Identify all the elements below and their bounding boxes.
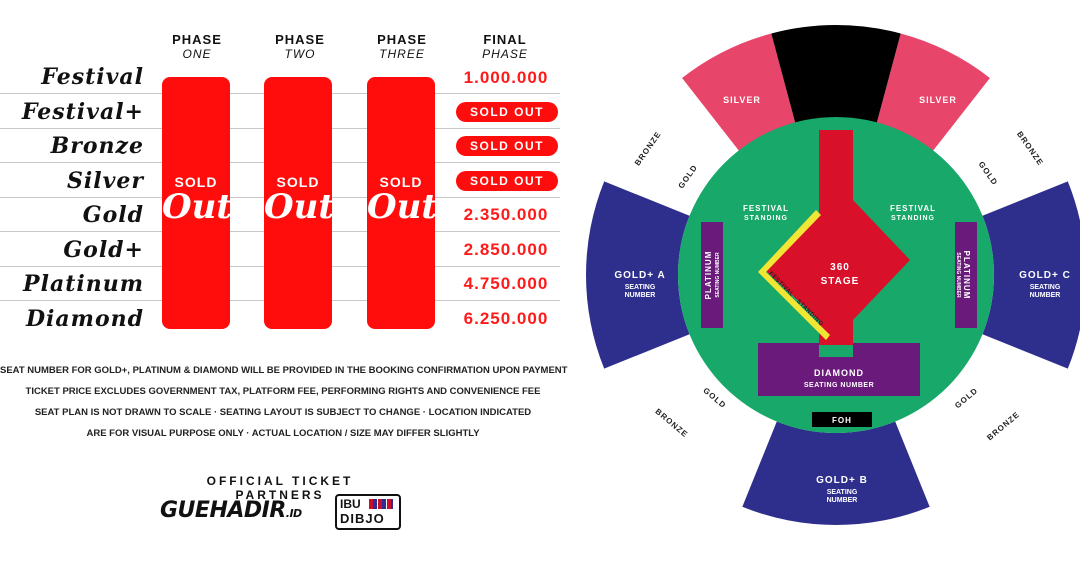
gold-label-upper-right: GOLD bbox=[977, 160, 1000, 187]
sold-out-badge-silver: SOLD OUT bbox=[456, 171, 558, 191]
note-seat-number: SEAT NUMBER FOR GOLD+, PLATINUM & DIAMON… bbox=[0, 365, 568, 376]
final-price-diamond: 6.250.000 bbox=[463, 309, 549, 328]
category-festival: Festival bbox=[41, 64, 144, 90]
bronze-label-upper-left: BRONZE bbox=[633, 130, 663, 168]
phase-header-one: PHASE ONE bbox=[157, 32, 237, 62]
gold-plus-a-seating: SEATING bbox=[625, 284, 656, 291]
gold-plus-a-block[interactable] bbox=[586, 181, 690, 369]
category-gold-plus: Gold+ bbox=[63, 237, 144, 263]
standing-label-right: STANDING bbox=[891, 215, 935, 222]
note-seat-plan: SEAT PLAN IS NOT DRAWN TO SCALE · SEATIN… bbox=[34, 407, 532, 418]
bronze-label-lower-right: BRONZE bbox=[985, 410, 1021, 442]
gold-plus-c-block[interactable] bbox=[982, 181, 1080, 369]
phase-header-line2: PHASE bbox=[482, 47, 528, 61]
ibu-dibjo-logo: IBU DIBJO bbox=[335, 494, 401, 530]
guehadir-logo: GUEHADIR.ID bbox=[160, 498, 302, 523]
phase-three-sold-out-bar: SOLD Out bbox=[367, 77, 438, 329]
phase-header-three: PHASE THREE bbox=[362, 32, 442, 62]
gold-plus-a-label: GOLD+ A bbox=[614, 270, 665, 281]
ibu-dibjo-logo-line1: IBU bbox=[340, 497, 361, 511]
platinum-seating-number-right: SEATING NUMBER bbox=[955, 252, 961, 298]
gold-plus-b-seating: SEATING bbox=[827, 489, 858, 496]
diamond-seating[interactable] bbox=[758, 343, 920, 396]
phase-header-two: PHASE TWO bbox=[260, 32, 340, 62]
category-silver: Silver bbox=[67, 168, 144, 194]
bronze-label-lower-left: BRONZE bbox=[653, 407, 689, 439]
guehadir-logo-suffix: .ID bbox=[285, 507, 302, 520]
sold-label: SOLD bbox=[379, 174, 423, 190]
category-diamond: Diamond bbox=[25, 306, 144, 332]
platinum-seating-number-left: SEATING NUMBER bbox=[715, 252, 721, 298]
category-gold: Gold bbox=[82, 202, 144, 228]
diamond-seating-number: SEATING NUMBER bbox=[804, 382, 874, 389]
festival-label-right: FESTIVAL bbox=[890, 204, 936, 213]
phase-header-line1: PHASE bbox=[377, 32, 427, 47]
gold-plus-b-label: GOLD+ B bbox=[816, 475, 868, 486]
festival-label-left: FESTIVAL bbox=[743, 204, 789, 213]
platinum-seating-left[interactable] bbox=[701, 222, 723, 328]
gold-label-lower-left: GOLD bbox=[701, 386, 728, 410]
sold-out-badge-festival-plus: SOLD OUT bbox=[456, 102, 558, 122]
category-bronze: Bronze bbox=[50, 133, 144, 159]
platinum-label-right: PLATINUM bbox=[962, 251, 971, 300]
gold-plus-c-seating: SEATING bbox=[1030, 284, 1061, 291]
gold-plus-b-number: NUMBER bbox=[827, 497, 858, 504]
stage-back-block[interactable] bbox=[771, 25, 901, 140]
final-price-festival: 1.000.000 bbox=[463, 68, 549, 87]
standing-label-left: STANDING bbox=[744, 215, 788, 222]
diamond-label: DIAMOND bbox=[814, 368, 864, 378]
out-label: Out bbox=[367, 187, 438, 227]
ibu-dibjo-logo-grid bbox=[369, 499, 393, 509]
foh-label: FOH bbox=[832, 416, 852, 425]
stage bbox=[765, 130, 910, 345]
phase-header-line2: TWO bbox=[284, 47, 316, 61]
official-ticket-partners-title: OFFICIAL TICKET PARTNERS bbox=[206, 474, 354, 502]
silver-label-right: SILVER bbox=[919, 95, 957, 105]
gold-label-lower-right: GOLD bbox=[953, 386, 980, 410]
gold-plus-a-number: NUMBER bbox=[625, 292, 656, 299]
stage-label: STAGE bbox=[821, 276, 860, 287]
out-label: Out bbox=[264, 187, 335, 227]
platinum-label-left: PLATINUM bbox=[704, 251, 713, 300]
festival-standing-strip bbox=[758, 210, 830, 340]
sold-label: SOLD bbox=[276, 174, 320, 190]
bronze-label-upper-right: BRONZE bbox=[1015, 130, 1045, 168]
gold-plus-b-block[interactable] bbox=[742, 421, 930, 525]
seat-map-inner bbox=[678, 117, 994, 433]
stage-number: 360 bbox=[830, 262, 850, 273]
phase-header-line2: THREE bbox=[379, 47, 425, 61]
ibu-dibjo-logo-line2: DIBJO bbox=[340, 511, 385, 526]
guehadir-logo-text: GUEHADIR bbox=[160, 498, 286, 523]
silver-label-left: SILVER bbox=[723, 95, 761, 105]
foh-box bbox=[812, 412, 872, 427]
gold-plus-c-number: NUMBER bbox=[1030, 292, 1061, 299]
note-ticket-price: TICKET PRICE EXCLUDES GOVERNMENT TAX, PL… bbox=[25, 386, 541, 397]
sold-label: SOLD bbox=[174, 174, 218, 190]
phase-header-final: FINAL PHASE bbox=[465, 32, 545, 62]
final-price-gold-plus: 2.850.000 bbox=[463, 240, 549, 259]
gold-plus-c-label: GOLD+ C bbox=[1019, 270, 1071, 281]
phase-one-sold-out-bar: SOLD Out bbox=[162, 77, 233, 329]
final-price-platinum: 4.750.000 bbox=[463, 274, 549, 293]
platinum-seating-right[interactable] bbox=[955, 222, 977, 328]
final-price-gold: 2.350.000 bbox=[463, 205, 549, 224]
phase-header-line1: FINAL bbox=[483, 32, 527, 47]
phase-header-line2: ONE bbox=[182, 47, 212, 61]
phase-header-line1: PHASE bbox=[172, 32, 222, 47]
out-label: Out bbox=[162, 187, 233, 227]
sold-out-badge-bronze: SOLD OUT bbox=[456, 136, 558, 156]
category-platinum: Platinum bbox=[23, 271, 144, 297]
category-festival-plus: Festival+ bbox=[21, 99, 144, 125]
gold-label-upper-left: GOLD bbox=[676, 163, 699, 190]
phase-header-line1: PHASE bbox=[275, 32, 325, 47]
note-visual-purpose: ARE FOR VISUAL PURPOSE ONLY · ACTUAL LOC… bbox=[86, 428, 480, 439]
phase-two-sold-out-bar: SOLD Out bbox=[264, 77, 335, 329]
